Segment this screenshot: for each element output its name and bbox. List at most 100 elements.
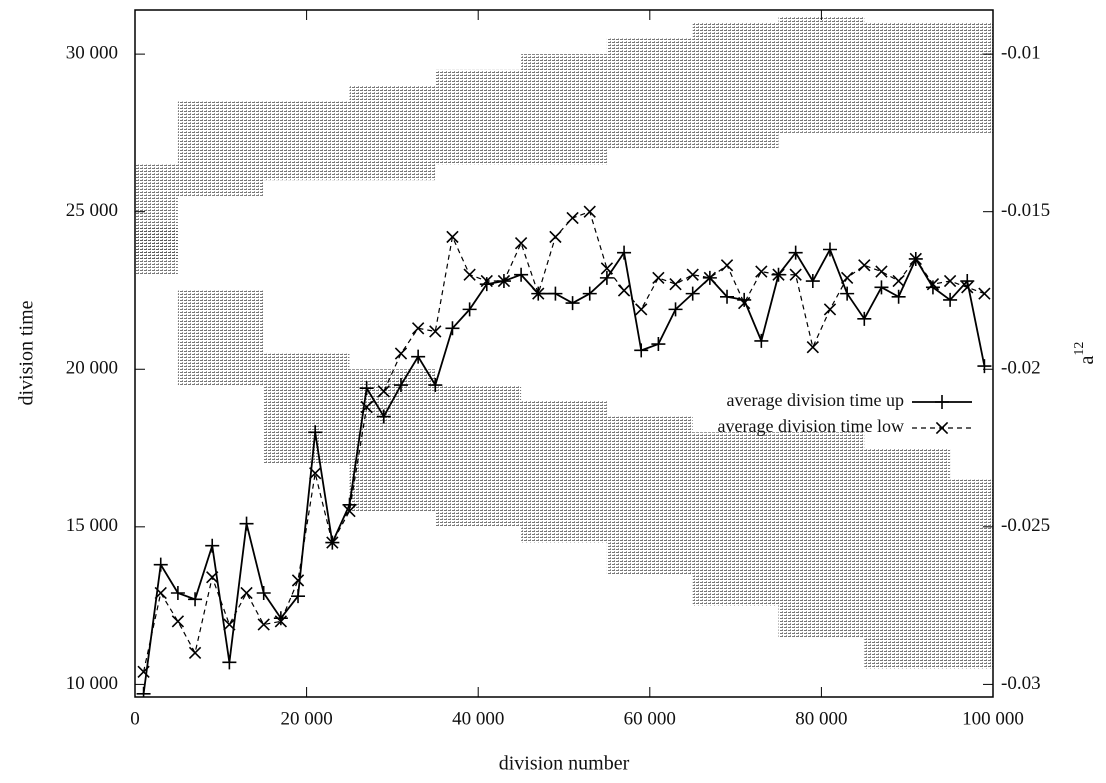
legend-label: average division time low	[718, 416, 904, 436]
marker	[514, 267, 529, 282]
density-band	[692, 432, 779, 606]
marker	[154, 586, 167, 600]
marker	[291, 574, 305, 587]
marker	[497, 274, 511, 288]
marker	[411, 322, 425, 335]
marker	[136, 686, 151, 697]
marker	[600, 262, 614, 275]
density-band	[135, 227, 178, 275]
density-band	[778, 432, 865, 638]
marker	[274, 615, 288, 628]
y2-tick-label: -0.02	[1001, 358, 1041, 379]
marker	[823, 303, 837, 316]
marker	[668, 302, 683, 317]
y-tick-label: 15 000	[66, 515, 118, 536]
density-band	[521, 400, 607, 543]
marker	[805, 274, 820, 289]
marker	[582, 286, 597, 301]
y-tick-label: 20 000	[66, 358, 118, 379]
marker	[977, 359, 992, 374]
marker	[651, 337, 666, 352]
density-band	[177, 290, 264, 386]
density-band	[349, 369, 436, 512]
x-tick-label: 80 000	[795, 708, 847, 729]
marker	[737, 292, 752, 307]
marker	[171, 615, 185, 628]
y2-axis-label-base: a	[1076, 355, 1098, 364]
legend-marker	[935, 395, 949, 409]
plot-frame	[134, 9, 994, 698]
marker	[634, 343, 649, 358]
marker	[257, 618, 270, 631]
density-band	[864, 22, 951, 133]
y2-tick-label: -0.025	[1001, 515, 1050, 536]
marker	[291, 589, 306, 604]
marker	[960, 274, 975, 289]
density-band	[263, 101, 350, 181]
y2-tick-label: -0.01	[1001, 42, 1041, 63]
marker	[463, 268, 476, 281]
marker	[617, 284, 631, 297]
marker	[240, 586, 253, 600]
marker	[926, 278, 940, 291]
x-tick-label: 20 000	[280, 708, 332, 729]
density-band	[606, 38, 693, 149]
marker	[652, 271, 665, 285]
marker	[565, 296, 580, 311]
density-band	[349, 85, 436, 181]
density-band	[950, 22, 993, 133]
marker	[393, 378, 408, 393]
marker	[188, 592, 203, 607]
marker	[754, 333, 769, 348]
density-band	[778, 16, 865, 133]
marker	[925, 280, 940, 295]
x-tick-label: 60 000	[624, 708, 676, 729]
marker	[720, 259, 734, 272]
marker	[549, 230, 562, 244]
marker	[256, 586, 271, 601]
density-band	[521, 54, 607, 165]
marker	[429, 325, 442, 338]
marker	[755, 265, 768, 278]
marker	[943, 274, 957, 288]
marker	[840, 271, 854, 285]
density-band	[435, 69, 522, 165]
marker	[445, 321, 460, 336]
marker	[806, 341, 819, 354]
marker	[223, 618, 236, 631]
marker	[342, 497, 357, 512]
plot-area	[135, 16, 993, 697]
y2-tick-label: -0.015	[1001, 200, 1050, 221]
marker	[376, 409, 391, 424]
marker	[822, 242, 837, 257]
marker	[462, 302, 477, 317]
marker	[669, 278, 682, 291]
marker	[875, 265, 888, 278]
y2-axis-label-sup: 12	[1072, 342, 1087, 356]
marker	[840, 286, 855, 301]
x-tick-label: 40 000	[452, 708, 504, 729]
marker	[446, 230, 459, 244]
marker	[961, 281, 974, 294]
marker	[788, 245, 803, 260]
marker	[411, 349, 426, 364]
marker	[170, 586, 185, 601]
marker	[394, 347, 408, 360]
density-band	[864, 448, 951, 669]
x-tick-label: 0	[130, 708, 140, 729]
series-line	[142, 247, 986, 694]
marker	[891, 289, 906, 304]
y-tick-label: 25 000	[66, 200, 118, 221]
density-band	[263, 353, 350, 464]
marker	[479, 277, 494, 292]
marker	[153, 557, 168, 572]
marker	[686, 268, 699, 281]
marker	[599, 270, 614, 285]
marker	[874, 280, 889, 295]
marker	[617, 245, 632, 260]
marker	[308, 425, 323, 440]
legend-marker	[935, 421, 949, 435]
marker	[428, 378, 443, 393]
marker	[978, 287, 991, 300]
